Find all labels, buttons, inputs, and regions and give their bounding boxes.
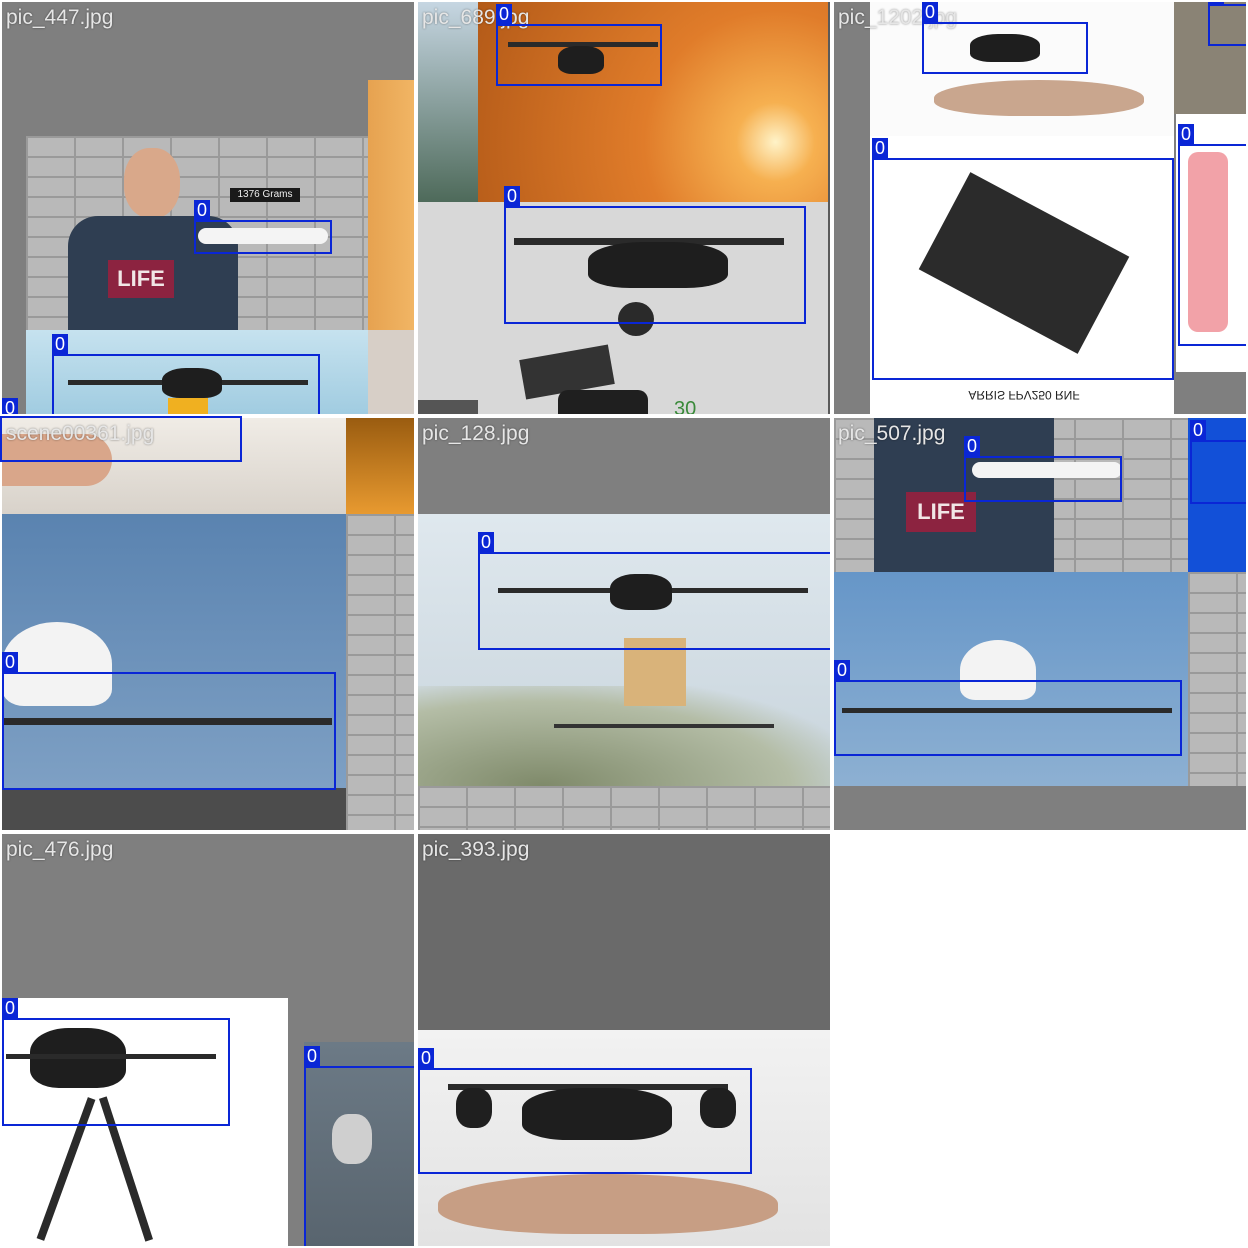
class-label: 0 [2, 652, 19, 672]
side-photo [418, 2, 478, 202]
ehang-arms [2, 718, 332, 725]
bounding-box[interactable] [0, 416, 242, 462]
tile-pic-689[interactable]: 30 pic_689.jpg 0 0 [416, 0, 832, 416]
bounding-box[interactable]: 0 [504, 186, 806, 324]
class-label: 0 [418, 1048, 435, 1068]
sunset-drone-body [558, 46, 604, 74]
class-label: 0 [52, 334, 69, 354]
class-label: 0 [496, 4, 513, 24]
gravel-photo [1174, 2, 1246, 114]
orange-wall-scene [368, 80, 414, 330]
bounding-box[interactable]: 0 [964, 436, 1122, 502]
class-label: 0 [478, 532, 495, 552]
delivery-drone-body [610, 574, 672, 610]
class-label: 0 [1208, 2, 1225, 4]
bounding-box[interactable]: 0 [1178, 124, 1246, 346]
green-number: 30 [674, 398, 697, 416]
sunset-sky [478, 2, 828, 202]
shirt-print: LIFE [108, 260, 174, 298]
hand-photo [934, 80, 1144, 116]
class-label: 0 [872, 138, 889, 158]
bounding-box[interactable]: 0 [834, 660, 1182, 756]
small-drone-body [970, 34, 1040, 62]
class-label: 0 [194, 200, 211, 220]
bounding-box[interactable]: 0 [1208, 2, 1246, 46]
tile-pic-128[interactable]: pic_128.jpg 0 [416, 416, 832, 832]
shirt-print: LIFE [906, 492, 976, 532]
bounding-box[interactable]: 0 [2, 998, 230, 1126]
bounding-box[interactable]: 0 [1190, 420, 1246, 504]
bounding-box[interactable]: 0 [922, 2, 1088, 74]
landing-legs [554, 724, 774, 728]
tile-scene00361[interactable]: scene00361.jpg 0 [0, 416, 416, 832]
black-drone-arms [514, 238, 784, 245]
dark-strip [418, 400, 478, 414]
brick-strip [346, 514, 414, 830]
blue-panel [1188, 418, 1246, 572]
class-label: 0 [304, 1046, 321, 1066]
tile-pic-476[interactable]: pic_476.jpg 0 0 [0, 832, 416, 1248]
yellow-payload [168, 398, 208, 414]
grams-sign: 1376 Grams [230, 188, 300, 202]
class-label: 0 [1190, 420, 1207, 440]
ehang-arms [842, 708, 1172, 713]
bounding-box[interactable]: 0 [2, 652, 336, 790]
left-motor [456, 1088, 492, 1128]
tile-pic-447[interactable]: LIFE 1376 Grams pic_447.jpg 0 0 0 [0, 0, 416, 416]
ehang-cabin [2, 622, 112, 706]
class-label: 0 [504, 186, 521, 206]
class-label: 0 [2, 398, 19, 414]
soncar-drone-arms [6, 1054, 216, 1059]
orange-strip [346, 418, 414, 514]
white-drone [198, 228, 328, 244]
hexacopter-body [162, 368, 222, 398]
controller-base [558, 390, 648, 414]
bounding-box[interactable]: 0 [872, 138, 1174, 380]
tile-filename: pic_393.jpg [422, 838, 530, 861]
tile-pic-1202[interactable]: ARRIS FPV250 RNF pic_1202.jpg 0 0 0 0 [832, 0, 1248, 416]
tile-filename: pic_128.jpg [422, 422, 530, 445]
tile-filename: pic_476.jpg [6, 838, 114, 861]
ehang-cabin [960, 640, 1036, 700]
tile-filename: scene00361.jpg [6, 422, 155, 445]
tile-filename: pic_447.jpg [6, 6, 114, 29]
right-edge [828, 2, 830, 414]
bounding-box[interactable]: 0 [194, 200, 332, 254]
right-motor [700, 1088, 736, 1128]
class-label: 0 [964, 436, 981, 456]
rotor-closeup [332, 1114, 372, 1164]
bounding-box[interactable]: 0 [496, 4, 662, 86]
arris-caption: ARRIS FPV250 RNF [968, 388, 1080, 402]
tile-pic-507[interactable]: LIFE pic_507.jpg 0 0 0 [832, 416, 1248, 832]
spark-drone-arms [448, 1084, 728, 1090]
open-hand [438, 1174, 778, 1234]
tile-pic-393[interactable]: pic_393.jpg 0 [416, 832, 832, 1248]
bounding-box[interactable]: 0 [304, 1046, 414, 1246]
class-label: 0 [1178, 124, 1195, 144]
presenter-head [124, 148, 180, 218]
bounding-box[interactable]: 0 [418, 1048, 752, 1174]
white-drone [972, 462, 1122, 478]
drone-camera [618, 302, 654, 336]
hand-scene [368, 330, 414, 414]
sunset-drone-arms [508, 42, 658, 47]
brick-bottom [418, 786, 830, 830]
pink-arm [1188, 152, 1228, 332]
class-label: 0 [2, 998, 19, 1018]
class-label: 0 [834, 660, 851, 680]
class-label: 0 [922, 2, 939, 22]
black-drone-body [588, 242, 728, 288]
bounding-box[interactable]: 0 [52, 334, 320, 414]
tile-filename: pic_507.jpg [838, 422, 946, 445]
bounding-box[interactable]: 0 [478, 532, 830, 650]
brick-strip [1188, 572, 1246, 786]
spark-drone-body [522, 1088, 672, 1140]
